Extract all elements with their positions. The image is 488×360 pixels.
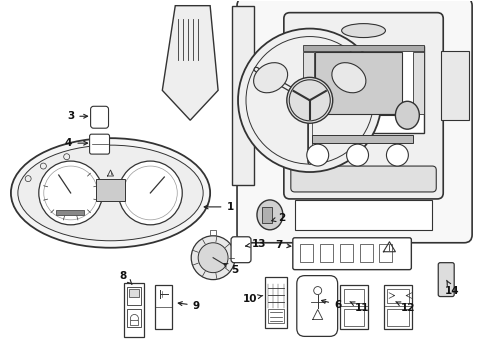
Bar	[379, 244, 392, 262]
Ellipse shape	[253, 63, 287, 93]
Text: 10: 10	[242, 293, 262, 303]
Ellipse shape	[395, 101, 419, 129]
Text: 14: 14	[444, 280, 459, 296]
Bar	[311, 135, 412, 143]
Text: 13: 13	[245, 239, 265, 249]
Bar	[264, 276, 286, 328]
Circle shape	[386, 144, 407, 166]
Polygon shape	[162, 6, 218, 120]
FancyBboxPatch shape	[283, 13, 442, 199]
Bar	[294, 200, 431, 230]
Bar	[302, 45, 424, 133]
Bar	[384, 285, 411, 329]
Text: 12: 12	[395, 302, 415, 312]
Circle shape	[346, 144, 368, 166]
Bar	[232, 6, 253, 185]
Text: 2: 2	[271, 213, 285, 223]
Ellipse shape	[256, 200, 282, 230]
Bar	[343, 309, 363, 327]
FancyBboxPatch shape	[296, 276, 337, 336]
Bar	[95, 179, 125, 201]
Text: 3: 3	[67, 111, 87, 121]
Ellipse shape	[11, 138, 210, 248]
Bar	[258, 50, 285, 120]
Bar	[267, 310, 283, 323]
Bar	[386, 310, 408, 327]
Bar	[56, 210, 83, 215]
Circle shape	[313, 287, 321, 294]
Bar	[302, 45, 424, 51]
Circle shape	[286, 77, 332, 123]
Bar	[127, 310, 141, 328]
FancyBboxPatch shape	[89, 134, 109, 154]
Bar	[314, 53, 402, 114]
Bar	[210, 230, 216, 235]
Bar	[440, 50, 468, 120]
Bar	[130, 320, 138, 325]
Text: 4: 4	[65, 138, 87, 148]
Ellipse shape	[331, 63, 365, 93]
Text: 9: 9	[178, 301, 199, 311]
Circle shape	[39, 161, 102, 225]
Text: 1: 1	[204, 202, 233, 212]
Circle shape	[118, 161, 182, 225]
Text: 7: 7	[275, 240, 290, 250]
FancyBboxPatch shape	[90, 106, 108, 128]
Circle shape	[123, 166, 177, 220]
FancyBboxPatch shape	[290, 166, 435, 192]
FancyBboxPatch shape	[230, 237, 250, 263]
Bar	[299, 244, 312, 262]
Bar	[339, 244, 352, 262]
Bar	[127, 287, 141, 305]
Circle shape	[306, 144, 328, 166]
Ellipse shape	[341, 24, 385, 37]
FancyBboxPatch shape	[292, 238, 410, 270]
Bar	[124, 283, 144, 337]
Text: 11: 11	[349, 302, 369, 312]
Text: 8: 8	[120, 271, 132, 284]
Circle shape	[198, 243, 227, 273]
Bar	[412, 53, 424, 114]
Circle shape	[238, 28, 381, 172]
Text: 6: 6	[321, 300, 341, 310]
FancyBboxPatch shape	[237, 0, 471, 243]
FancyBboxPatch shape	[437, 263, 453, 297]
Circle shape	[191, 236, 235, 280]
Circle shape	[245, 37, 373, 164]
Text: 5: 5	[223, 264, 238, 275]
Bar	[319, 244, 332, 262]
Circle shape	[44, 166, 98, 220]
Bar	[339, 285, 367, 329]
Bar	[359, 244, 372, 262]
Ellipse shape	[18, 145, 203, 241]
Bar	[262, 207, 271, 223]
Bar	[302, 53, 313, 114]
Bar	[386, 289, 408, 302]
Bar	[155, 285, 172, 329]
Bar	[129, 289, 139, 297]
Circle shape	[130, 315, 138, 323]
Bar	[343, 289, 363, 302]
